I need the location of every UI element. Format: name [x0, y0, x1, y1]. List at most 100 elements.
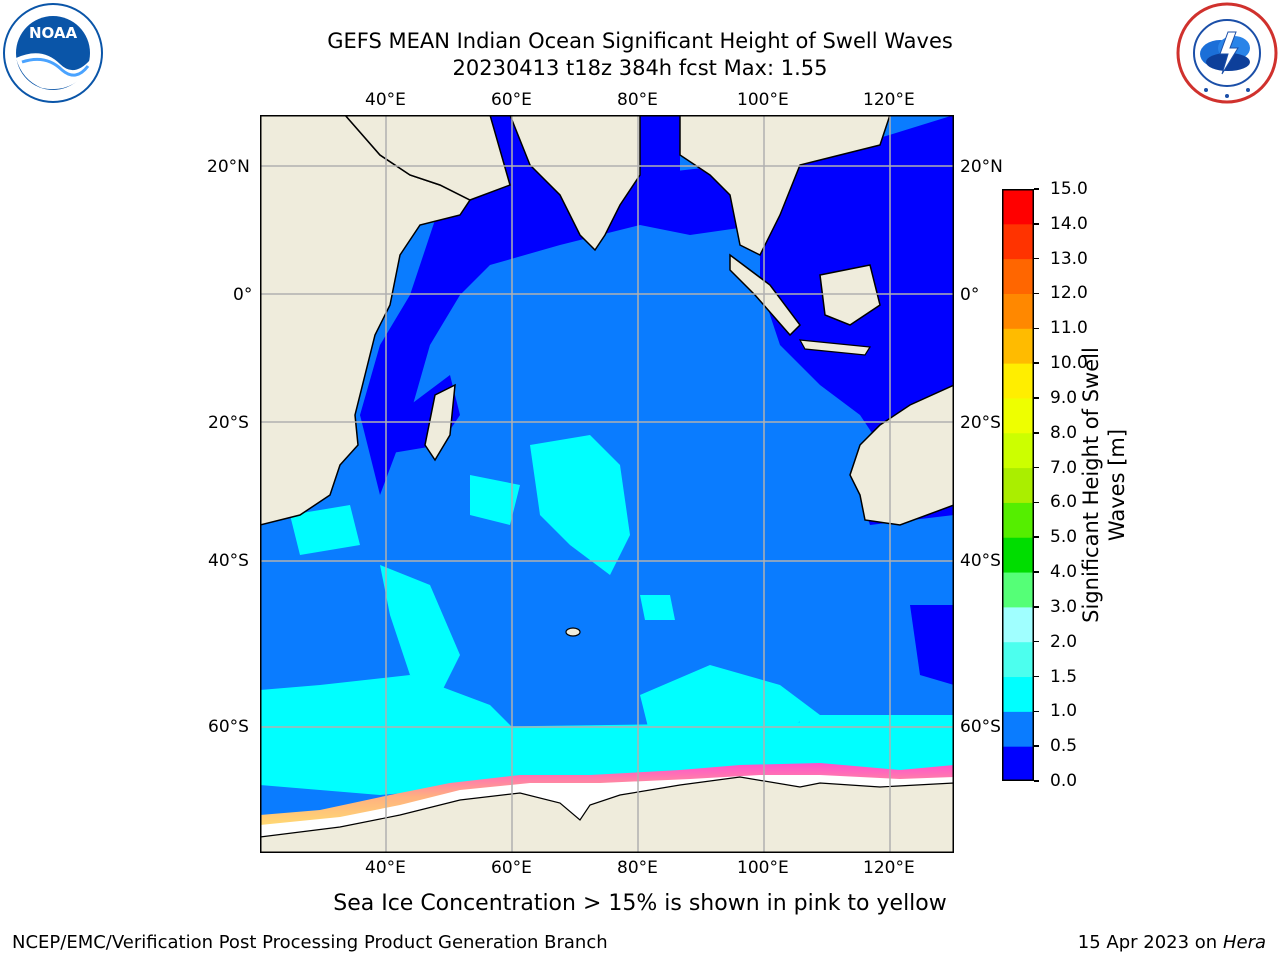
map-frame — [260, 115, 954, 853]
colorbar-bin-3 — [1002, 641, 1034, 678]
colorbar-bin-1 — [1002, 711, 1034, 747]
colorbar-label-line2: Waves [m] — [1105, 428, 1129, 542]
colorbar-tick-mark — [1034, 327, 1039, 330]
footer-host: Hera — [1222, 932, 1266, 953]
swell-1-0-1-5-central — [530, 435, 630, 575]
colorbar-bin-15 — [1002, 223, 1034, 260]
lon-tick-top-80e: 80°E — [617, 90, 658, 110]
land-southeast-asia — [679, 115, 891, 257]
colorbar-bin-11 — [1002, 363, 1034, 399]
colorbar-tick-label: 5.0 — [1050, 527, 1078, 548]
land-kerguelen — [565, 627, 581, 637]
colorbar-bin-2 — [1002, 676, 1034, 712]
footer-producer: NCEP/EMC/Verification Post Processing Pr… — [12, 932, 608, 953]
colorbar-bin-13 — [1002, 293, 1034, 329]
colorbar-tick-label: 3.0 — [1050, 596, 1078, 617]
colorbar-tick-label: 10.0 — [1050, 353, 1088, 374]
colorbar-tick-mark — [1034, 362, 1039, 364]
colorbar-label-line1: Significant Height of Swell — [1079, 347, 1103, 623]
land-australia — [849, 384, 954, 526]
lat-tick-left-20s: 20°S — [208, 413, 249, 433]
lon-tick-bottom-100e: 100°E — [737, 858, 789, 878]
colorbar-ticks: 0.0 0.5 1.0 1.5 2.0 3.0 4.0 5.0 6.0 7.0 8.0 9.0 10.0… — [1034, 179, 1100, 791]
lat-tick-right-0: 0° — [960, 285, 980, 305]
colorbar-tick-mark — [1034, 606, 1039, 608]
colorbar-bin-0 — [1002, 746, 1034, 782]
land-borneo — [819, 264, 881, 326]
lat-tick-right-60s: 60°S — [960, 717, 1001, 737]
lon-tick-top-60e: 60°E — [491, 90, 532, 110]
colorbar-tick-mark — [1034, 466, 1039, 469]
colorbar-tick-mark — [1034, 257, 1039, 260]
colorbar-bin-16 — [1002, 189, 1034, 225]
colorbar-tick-mark — [1034, 571, 1039, 573]
sea-ice-caption: Sea Ice Concentration > 15% is shown in … — [333, 891, 947, 916]
colorbar-tick-label: 4.0 — [1050, 562, 1078, 583]
colorbar-bin-14 — [1002, 258, 1034, 294]
lat-tick-right-40s: 40°S — [960, 551, 1001, 571]
map-subtitle: 20230413 t18z 384h fcst Max: 1.55 — [452, 56, 828, 80]
colorbar-tick-mark — [1034, 745, 1039, 747]
colorbar — [1002, 189, 1034, 782]
map-svg — [260, 115, 954, 853]
lon-tick-bottom-80e: 80°E — [617, 858, 658, 878]
colorbar-bin-12 — [1002, 328, 1034, 364]
colorbar-tick-mark — [1034, 780, 1039, 782]
colorbar-bin-5 — [1002, 572, 1034, 608]
colorbar-tick-label: 2.0 — [1050, 631, 1078, 652]
lat-tick-left-0: 0° — [233, 285, 253, 305]
lat-tick-right-20s: 20°S — [960, 413, 1001, 433]
nws-logo — [1176, 2, 1278, 104]
colorbar-tick-label: 9.0 — [1050, 387, 1078, 408]
colorbar-tick-mark — [1034, 675, 1039, 678]
land-antarctica — [260, 776, 954, 853]
lat-tick-left-60s: 60°S — [208, 717, 249, 737]
colorbar-svg — [1002, 189, 1034, 782]
colorbar-tick-mark — [1034, 188, 1039, 190]
lat-tick-left-20n: 20°N — [207, 157, 250, 177]
colorbar-tick-label: 1.0 — [1050, 701, 1078, 722]
land-india — [509, 115, 641, 252]
colorbar-tick-mark — [1034, 640, 1039, 643]
colorbar-bin-9 — [1002, 432, 1034, 469]
colorbar-tick-label: 6.0 — [1050, 492, 1078, 513]
colorbar-tick-label: 8.0 — [1050, 422, 1078, 443]
colorbar-tick-label: 12.0 — [1050, 283, 1088, 304]
colorbar-tick-mark — [1034, 292, 1039, 295]
lon-tick-bottom-120e: 120°E — [863, 858, 915, 878]
colorbar-bin-10 — [1002, 397, 1034, 434]
footer-date-text: 15 Apr 2023 on — [1077, 932, 1223, 953]
lon-tick-top-100e: 100°E — [737, 90, 789, 110]
lat-tick-right-20n: 20°N — [960, 157, 1003, 177]
colorbar-bin-4 — [1002, 606, 1034, 643]
colorbar-tick-label: 15.0 — [1050, 179, 1088, 199]
colorbar-tick-label: 7.0 — [1050, 457, 1078, 478]
colorbar-bin-6 — [1002, 537, 1034, 573]
footer-date: 15 Apr 2023 on Hera — [1078, 932, 1266, 954]
colorbar-tick-mark — [1034, 223, 1039, 225]
lon-tick-bottom-60e: 60°E — [491, 858, 532, 878]
colorbar-tick-mark — [1034, 536, 1039, 538]
colorbar-tick-label: 11.0 — [1050, 318, 1088, 339]
colorbar-tick-label: 13.0 — [1050, 248, 1088, 269]
colorbar-tick-mark — [1034, 432, 1039, 434]
lon-tick-bottom-40e: 40°E — [365, 858, 406, 878]
map-title: GEFS MEAN Indian Ocean Significant Heigh… — [327, 29, 953, 53]
map-gridlines — [260, 115, 954, 853]
colorbar-bin-7 — [1002, 502, 1034, 538]
swell-0-0-5-south-australia — [910, 605, 954, 685]
map-panel — [260, 115, 954, 853]
land-sumatra — [729, 253, 801, 337]
colorbar-tick-label: 0.0 — [1050, 771, 1078, 791]
lat-tick-left-40s: 40°S — [208, 551, 249, 571]
swell-1-0-1-5-southern-ocean — [260, 720, 954, 795]
lon-tick-top-40e: 40°E — [365, 90, 406, 110]
colorbar-tick-mark — [1034, 501, 1039, 504]
noaa-logo: NOAA — [2, 2, 104, 104]
colorbar-tick-label: 0.5 — [1050, 736, 1078, 757]
lon-tick-top-120e: 120°E — [863, 90, 915, 110]
colorbar-tick-label: 14.0 — [1050, 213, 1088, 234]
colorbar-tick-mark — [1034, 397, 1039, 399]
noaa-logo-text: NOAA — [29, 24, 78, 42]
colorbar-tick-mark — [1034, 710, 1039, 713]
